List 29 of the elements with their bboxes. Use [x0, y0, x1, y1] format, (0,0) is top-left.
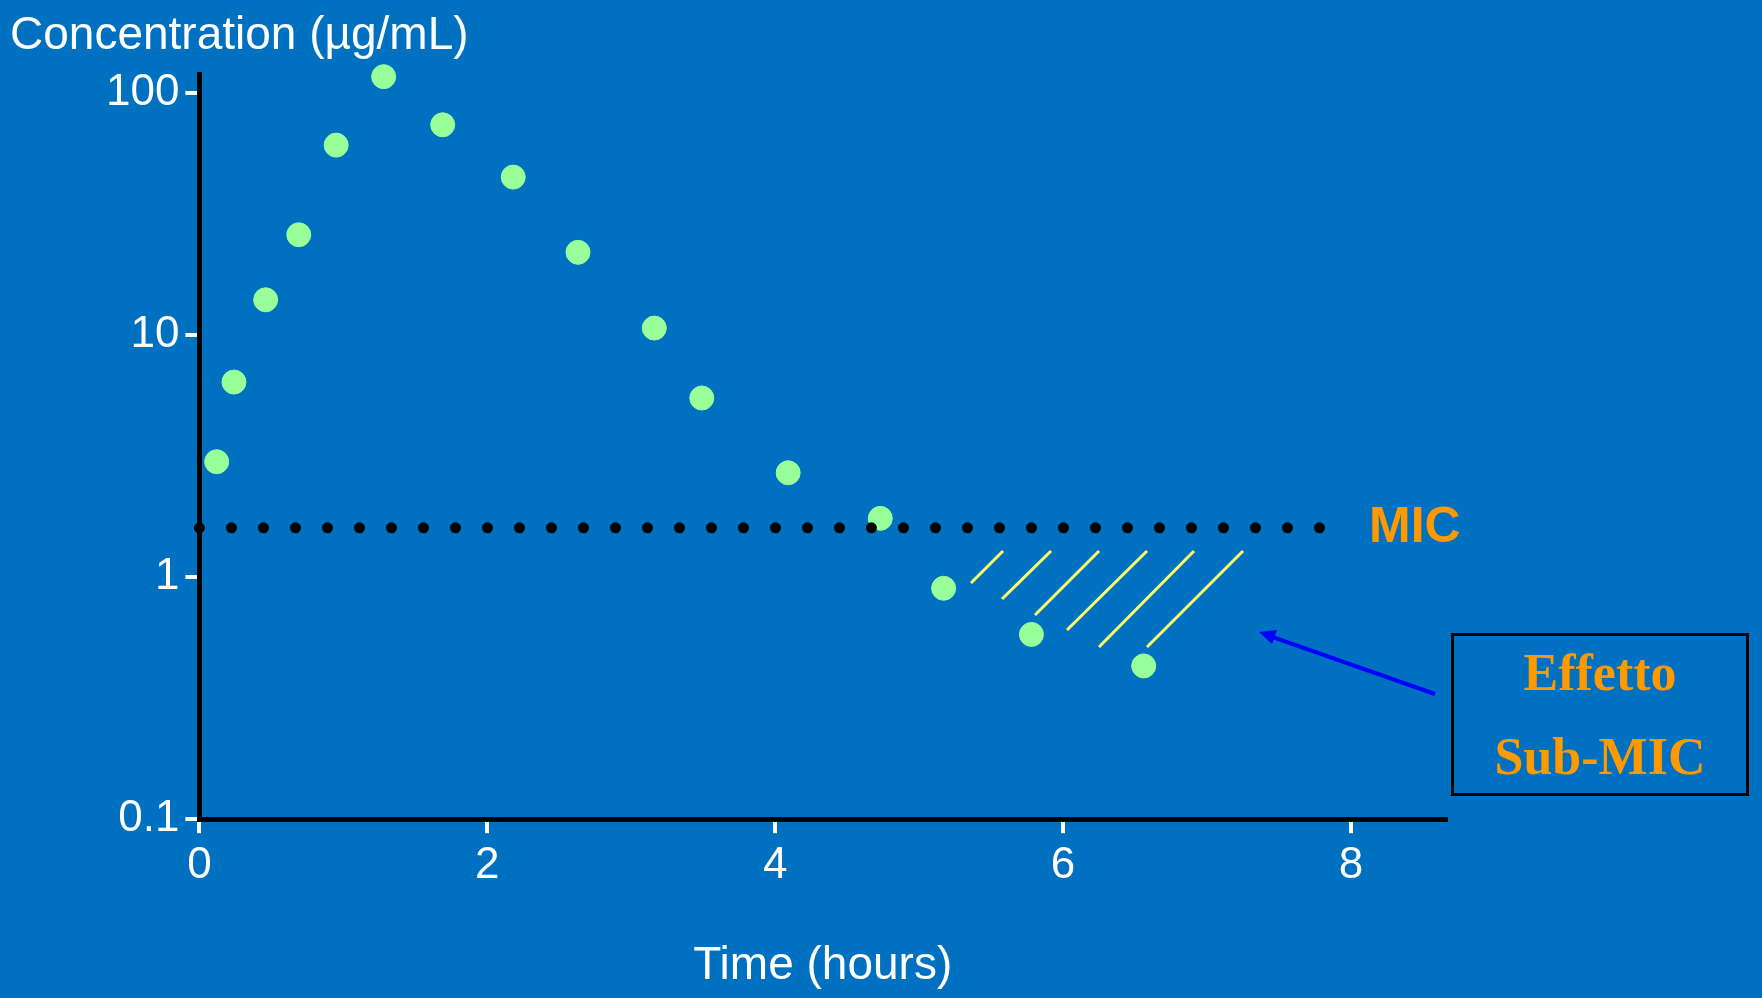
point: [253, 287, 279, 313]
y-tick-label: 100: [105, 65, 180, 115]
x-tick-label: 2: [475, 837, 500, 887]
point: [775, 460, 801, 486]
text: Effetto Sub-MIC: [1451, 633, 1749, 796]
y-tick-label: 0.1: [118, 791, 180, 841]
x-tick-label: 8: [1338, 837, 1364, 887]
point: [204, 449, 230, 475]
point: [500, 164, 526, 190]
y-axis-title: Concentration (µg/mL): [10, 6, 469, 59]
y-tick-label: 10: [130, 307, 180, 357]
point: [323, 132, 349, 158]
x-tick-label: 6: [1050, 837, 1076, 887]
x-tick-label: 4: [762, 837, 788, 887]
point: [689, 385, 715, 411]
point: [867, 505, 893, 531]
point: [641, 315, 667, 341]
point: [286, 222, 312, 248]
point: [565, 239, 591, 265]
y-tick-label: 1: [154, 549, 180, 599]
point: [221, 369, 247, 395]
x-tick-label: 0: [187, 837, 212, 887]
ref-line-label: MIC: [1368, 496, 1461, 553]
point: [430, 112, 456, 138]
point: [931, 575, 957, 601]
point: [1131, 653, 1157, 679]
point: [371, 64, 397, 90]
point: [1018, 621, 1044, 647]
x-axis-title: Time (hours): [693, 936, 953, 989]
